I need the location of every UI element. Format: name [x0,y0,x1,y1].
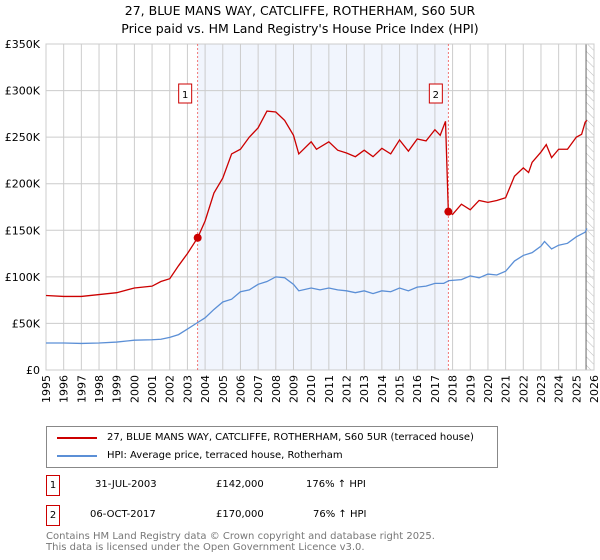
y-tick-label: £350K [5,38,41,51]
x-tick-label: 2015 [394,375,407,403]
sale-row: 2 06-OCT-2017 £170,000 76% ↑ HPI [46,505,446,526]
x-tick-label: 2025 [570,375,583,403]
y-tick-label: £0 [26,364,40,377]
footer-line: This data is licensed under the Open Gov… [46,542,365,553]
x-tick-label: 1996 [58,375,71,403]
series-line-property [45,110,588,298]
y-tick-label: £100K [5,271,41,284]
x-tick-label: 2012 [341,375,354,403]
x-tick-label: 2011 [323,375,336,403]
legend-item-property: 27, BLUE MANS WAY, CATCLIFFE, ROTHERHAM,… [57,432,474,443]
chart-subtitle: Price paid vs. HM Land Registry's House … [121,21,479,36]
x-tick-label: 2026 [588,375,600,403]
x-tick-label: 2023 [535,375,548,403]
sale-row: 1 31-JUL-2003 £142,000 176% ↑ HPI [46,475,446,496]
sale-marker-box [428,83,443,104]
sale-marker-label: 2 [46,505,60,526]
sale-hpi: 176% ↑ HPI [306,479,366,490]
sale-point [193,233,202,242]
sale-price: £142,000 [216,479,264,490]
sale-marker-label: 2 [433,90,439,101]
x-tick-label: 1999 [111,375,124,403]
x-tick-label: 1998 [93,375,106,403]
y-tick-label: £300K [5,85,41,98]
legend-item-hpi: HPI: Average price, terraced house, Roth… [57,450,343,461]
sale-marker-box [178,83,193,104]
sale-date: 31-JUL-2003 [95,479,157,490]
y-tick-label: £200K [5,178,41,191]
x-tick-label: 2005 [217,375,230,403]
x-tick-label: 2010 [305,375,318,403]
x-tick-label: 2002 [164,375,177,403]
x-tick-label: 2007 [252,375,265,403]
y-tick-label: £250K [5,131,41,144]
footer-line: Contains HM Land Registry data © Crown c… [46,531,435,542]
x-tick-label: 2021 [500,375,513,403]
x-tick-label: 1995 [40,375,53,403]
plot-area: 1995 1996 1997 1998 1999 2000 2001 2002 2003 2004… [5,38,600,403]
x-tick-label: 2006 [234,375,247,403]
x-tick-label: 2014 [376,375,389,403]
x-tick-label: 2018 [447,375,460,403]
x-tick-label: 2003 [181,375,194,403]
x-tick-label: 2000 [128,375,141,403]
x-tick-label: 2016 [411,375,424,403]
legend-swatch-red [57,436,97,439]
series-line-hpi [46,228,588,345]
x-tick-label: 2022 [517,375,530,403]
legend-label: HPI: Average price, terraced house, Roth… [107,450,343,461]
sale-marker-label: 1 [46,475,60,496]
sale-marker-label: 1 [182,90,188,101]
sale-period-shading [197,44,449,370]
footer: Contains HM Land Registry data © Crown c… [46,531,435,553]
x-tick-label: 1997 [75,375,88,403]
x-tick-label: 2019 [464,375,477,403]
chart-title: 27, BLUE MANS WAY, CATCLIFFE, ROTHERHAM,… [124,3,476,18]
legend: 27, BLUE MANS WAY, CATCLIFFE, ROTHERHAM,… [46,426,498,468]
sale-date: 06-OCT-2017 [90,509,156,520]
sale-hpi: 76% ↑ HPI [313,509,367,520]
x-tick-label: 2009 [287,375,300,403]
x-tick-label: 2024 [553,375,566,403]
sale-point [444,207,453,216]
x-tick-label: 2013 [358,375,371,403]
x-tick-label: 2017 [429,375,442,403]
y-tick-label: £150K [5,224,41,237]
forecast-hatch [586,44,594,370]
sale-price: £170,000 [216,509,264,520]
legend-swatch-blue [57,454,97,457]
plot-border [45,43,595,371]
y-tick-label: £50K [12,317,41,330]
legend-label: 27, BLUE MANS WAY, CATCLIFFE, ROTHERHAM,… [107,432,474,443]
x-tick-label: 2004 [199,375,212,403]
x-tick-label: 2001 [146,375,159,403]
x-tick-label: 2008 [270,375,283,403]
x-tick-label: 2020 [482,375,495,403]
